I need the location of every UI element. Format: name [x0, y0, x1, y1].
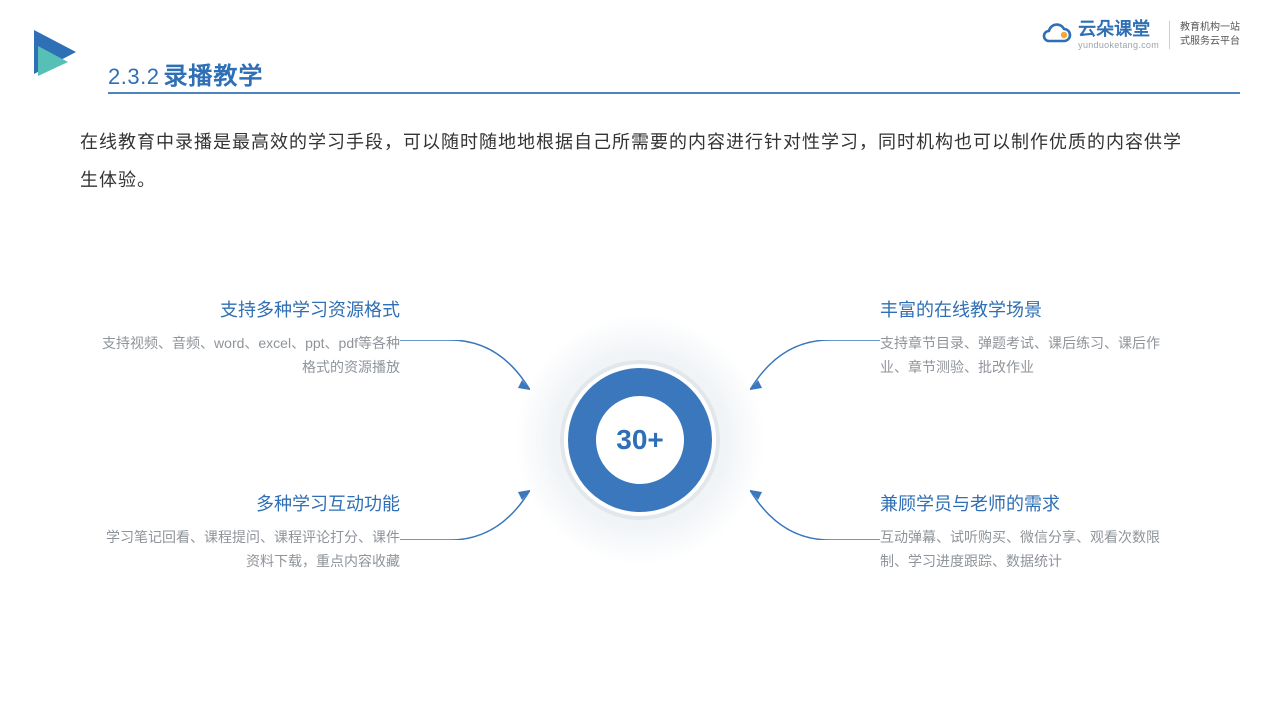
- brand-name: 云朵课堂: [1078, 20, 1159, 38]
- header: 2.3.2 录播教学 云朵课堂 yunduoketang.com 教育机构一站 …: [0, 0, 1280, 96]
- feature-title: 支持多种学习资源格式: [100, 296, 400, 322]
- feature-top-left: 支持多种学习资源格式 支持视频、音频、word、excel、ppt、pdf等各种…: [100, 296, 400, 380]
- play-triangle-icon: [34, 30, 86, 82]
- feature-title: 多种学习互动功能: [100, 490, 400, 516]
- intro-paragraph: 在线教育中录播是最高效的学习手段，可以随时随地地根据自己所需要的内容进行针对性学…: [80, 124, 1200, 200]
- feature-bottom-right: 兼顾学员与老师的需求 互动弹幕、试听购买、微信分享、观看次数限制、学习进度跟踪、…: [880, 490, 1180, 574]
- brand-url: yunduoketang.com: [1078, 40, 1159, 50]
- center-ring: 30+: [510, 310, 770, 570]
- brand-separator: [1169, 21, 1170, 49]
- brand-logo: 云朵课堂 yunduoketang.com: [1040, 20, 1159, 50]
- feature-desc: 学习笔记回看、课程提问、课程评论打分、课件资料下载，重点内容收藏: [100, 526, 400, 574]
- slide-title: 2.3.2 录播教学: [108, 56, 263, 91]
- brand-tag-line2: 式服务云平台: [1180, 35, 1240, 49]
- feature-desc: 支持章节目录、弹题考试、课后练习、课后作业、章节测验、批改作业: [880, 332, 1180, 380]
- title-underline: [108, 92, 1240, 94]
- brand-tagline: 教育机构一站 式服务云平台: [1180, 21, 1240, 49]
- brand-block: 云朵课堂 yunduoketang.com 教育机构一站 式服务云平台: [1040, 20, 1240, 50]
- feature-title: 兼顾学员与老师的需求: [880, 490, 1180, 516]
- section-title: 录播教学: [163, 56, 263, 91]
- cloud-icon: [1040, 23, 1072, 47]
- feature-title: 丰富的在线教学场景: [880, 296, 1180, 322]
- center-value: 30+: [616, 424, 664, 456]
- feature-bottom-left: 多种学习互动功能 学习笔记回看、课程提问、课程评论打分、课件资料下载，重点内容收…: [100, 490, 400, 574]
- feature-desc: 互动弹幕、试听购买、微信分享、观看次数限制、学习进度跟踪、数据统计: [880, 526, 1180, 574]
- feature-top-right: 丰富的在线教学场景 支持章节目录、弹题考试、课后练习、课后作业、章节测验、批改作…: [880, 296, 1180, 380]
- section-number: 2.3.2: [108, 64, 159, 90]
- feature-diagram: 30+ 支持多种学习资源格式 支持视频、音频、word、excel、ppt、pd…: [0, 260, 1280, 660]
- feature-desc: 支持视频、音频、word、excel、ppt、pdf等各种格式的资源播放: [100, 332, 400, 380]
- brand-tag-line1: 教育机构一站: [1180, 21, 1240, 35]
